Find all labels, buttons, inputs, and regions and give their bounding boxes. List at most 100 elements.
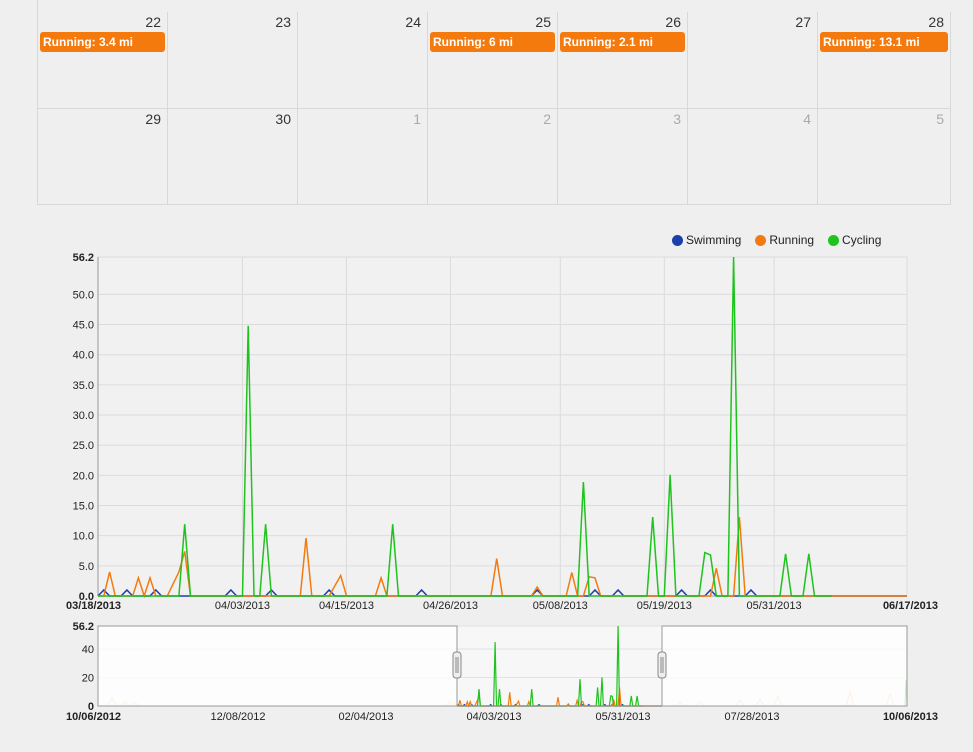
- nav-series-running: [457, 687, 662, 708]
- x-tick-label: 03/18/2013: [66, 600, 121, 612]
- calendar-event[interactable]: Running: 13.1 mi: [820, 32, 948, 52]
- day-number: 3: [673, 111, 681, 127]
- y-tick-label: 0.0: [79, 591, 94, 603]
- day-number: 29: [145, 111, 161, 127]
- legend-dot-icon: [755, 234, 767, 246]
- x-tick-label: 04/26/2013: [423, 600, 478, 612]
- legend-item-swimming[interactable]: Swimming: [672, 233, 741, 247]
- nav-series-cycling: [457, 625, 643, 707]
- navigator-mask-right: [661, 625, 908, 707]
- series-line-running[interactable]: [98, 516, 907, 599]
- navigator-area[interactable]: [98, 626, 907, 706]
- calendar-event[interactable]: Running: 2.1 mi: [560, 32, 685, 52]
- series-line-swimming[interactable]: [97, 588, 907, 597]
- nav-x-tick-label: 12/08/2012: [210, 711, 265, 723]
- nav-series-line: [445, 700, 455, 707]
- calendar-event[interactable]: Running: 3.4 mi: [40, 32, 165, 52]
- calendar-event[interactable]: Running: 6 mi: [430, 32, 555, 52]
- legend-item-running[interactable]: Running: [755, 233, 814, 247]
- nav-series-line: [735, 699, 745, 707]
- y-tick-label: 25.0: [73, 440, 94, 452]
- nav-y-tick-label: 20: [82, 673, 94, 685]
- legend-dot-icon: [672, 234, 683, 246]
- calendar-week: 22 Running: 3.4 mi 23 24 25 Running: 6 mi 26 Ru…: [38, 12, 951, 108]
- nav-series-line: [885, 692, 895, 707]
- day-number: 27: [795, 14, 811, 30]
- legend-dot-icon: [828, 234, 840, 246]
- navigator-handle-left[interactable]: [452, 651, 462, 679]
- y-tick-label: 30.0: [73, 410, 94, 422]
- x-tick-label: 05/19/2013: [637, 600, 692, 612]
- calendar-day-cell[interactable]: 4: [688, 109, 818, 205]
- nav-x-tick-label: 05/31/2013: [595, 711, 650, 723]
- calendar-day-cell[interactable]: 24: [298, 12, 428, 108]
- nav-y-tick-label: 40: [82, 644, 94, 656]
- navigator-mask-left: [97, 625, 458, 707]
- navigator-handle-right[interactable]: [657, 651, 667, 679]
- nav-x-tick-label: 10/06/2013: [883, 711, 938, 723]
- day-number: 1: [413, 111, 421, 127]
- nav-series-line: [120, 700, 130, 707]
- y-tick-label: 56.2: [73, 252, 94, 264]
- nav-series-line: [845, 690, 855, 707]
- series-line-cycling[interactable]: [98, 256, 832, 597]
- day-number: 22: [145, 14, 161, 30]
- x-tick-label: 04/03/2013: [215, 600, 270, 612]
- calendar-day-cell[interactable]: 30: [168, 109, 298, 205]
- nav-series-line: [904, 679, 908, 707]
- chart-legend: Swimming Running Cycling: [672, 233, 881, 247]
- y-tick-label: 35.0: [73, 380, 94, 392]
- legend-label: Swimming: [686, 233, 742, 247]
- calendar-day-cell[interactable]: 2: [428, 109, 558, 205]
- plot-area: [98, 257, 907, 596]
- day-number: 26: [665, 14, 681, 30]
- day-number: 2: [543, 111, 551, 127]
- x-tick-label: 04/15/2013: [319, 600, 374, 612]
- legend-label: Running: [769, 233, 815, 247]
- day-number: 30: [275, 111, 291, 127]
- calendar-day-cell[interactable]: 23: [168, 12, 298, 108]
- nav-series-line: [675, 701, 685, 707]
- nav-y-tick-label: 56.2: [73, 621, 94, 633]
- nav-series-line: [773, 694, 783, 707]
- nav-x-tick-label: 07/28/2013: [724, 711, 779, 723]
- y-tick-label: 50.0: [73, 289, 94, 301]
- calendar-week: 29 30 1 2 3 4 5: [38, 108, 951, 205]
- x-tick-label: 05/08/2013: [533, 600, 588, 612]
- nav-series-line: [755, 697, 765, 707]
- y-tick-label: 45.0: [73, 320, 94, 332]
- calendar-month-view: 22 Running: 3.4 mi 23 24 25 Running: 6 mi 26 Ru…: [37, 0, 951, 205]
- y-tick-label: 15.0: [73, 501, 94, 513]
- nav-series-line: [107, 696, 117, 707]
- x-tick-label: 06/17/2013: [883, 600, 938, 612]
- y-tick-label: 40.0: [73, 350, 94, 362]
- x-tick-label: 05/31/2013: [747, 600, 802, 612]
- legend-item-cycling[interactable]: Cycling: [828, 233, 881, 247]
- day-number: 25: [535, 14, 551, 30]
- nav-x-tick-label: 04/03/2013: [466, 711, 521, 723]
- calendar-day-cell[interactable]: 29: [38, 109, 168, 205]
- nav-series-line: [695, 700, 705, 707]
- calendar-day-cell[interactable]: 3: [558, 109, 688, 205]
- day-number: 28: [928, 14, 944, 30]
- nav-series-line: [130, 701, 140, 707]
- day-number: 23: [275, 14, 291, 30]
- nav-x-tick-label: 10/06/2012: [66, 711, 121, 723]
- y-tick-label: 10.0: [73, 531, 94, 543]
- y-tick-label: 5.0: [79, 561, 94, 573]
- day-number: 24: [405, 14, 421, 30]
- y-tick-label: 20.0: [73, 470, 94, 482]
- day-number: 4: [803, 111, 811, 127]
- calendar-day-cell[interactable]: 5: [818, 109, 951, 205]
- calendar-day-cell[interactable]: 1: [298, 109, 428, 205]
- nav-series-swimming: [456, 703, 662, 707]
- calendar-day-cell[interactable]: 22 Running: 3.4 mi: [38, 12, 168, 108]
- calendar-day-cell[interactable]: 28 Running: 13.1 mi: [818, 12, 951, 108]
- nav-y-tick-label: 0: [88, 701, 94, 713]
- nav-x-tick-label: 02/04/2013: [338, 711, 393, 723]
- calendar-day-cell[interactable]: 27: [688, 12, 818, 108]
- calendar-day-cell[interactable]: 26 Running: 2.1 mi: [558, 12, 688, 108]
- day-number: 5: [936, 111, 944, 127]
- legend-label: Cycling: [842, 233, 882, 247]
- calendar-day-cell[interactable]: 25 Running: 6 mi: [428, 12, 558, 108]
